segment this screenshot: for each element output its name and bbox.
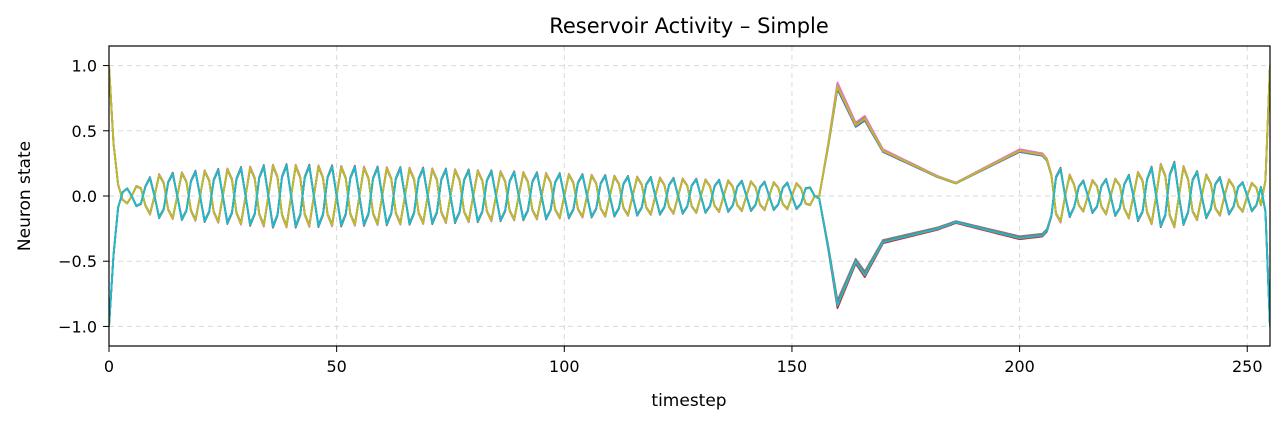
neuron-series-line: [109, 65, 1270, 227]
y-tick-label: −1.0: [58, 317, 97, 336]
neuron-series-line: [109, 65, 1270, 227]
x-tick-label: 200: [1004, 357, 1035, 376]
y-tick-label: 0.0: [72, 187, 97, 206]
x-tick-label: 250: [1232, 357, 1263, 376]
neuron-series-line: [109, 162, 1270, 327]
y-axis-label: Neuron state: [15, 141, 35, 251]
neuron-series-line: [109, 65, 1270, 229]
y-tick-label: −0.5: [58, 252, 97, 271]
series-group: [109, 65, 1270, 327]
neuron-series-line: [109, 161, 1270, 327]
x-tick-label: 50: [326, 357, 346, 376]
y-tick-label: 1.0: [72, 57, 97, 76]
y-axis-ticks: 1.0 0.5 0.0 −0.5 −1.0: [58, 57, 109, 336]
x-axis-ticks: 0 50 100 150 200 250: [104, 346, 1263, 376]
x-tick-label: 100: [549, 357, 580, 376]
y-tick-label: 0.5: [72, 122, 97, 141]
x-axis-label: timestep: [651, 391, 726, 411]
x-tick-label: 150: [777, 357, 808, 376]
neuron-series-line: [109, 162, 1270, 327]
chart-title: Reservoir Activity – Simple: [549, 14, 829, 38]
neuron-series-line: [109, 65, 1270, 229]
neuron-series-line: [109, 65, 1270, 228]
neuron-series-line: [109, 163, 1270, 327]
x-tick-label: 0: [104, 357, 114, 376]
neuron-series-line: [109, 160, 1270, 327]
